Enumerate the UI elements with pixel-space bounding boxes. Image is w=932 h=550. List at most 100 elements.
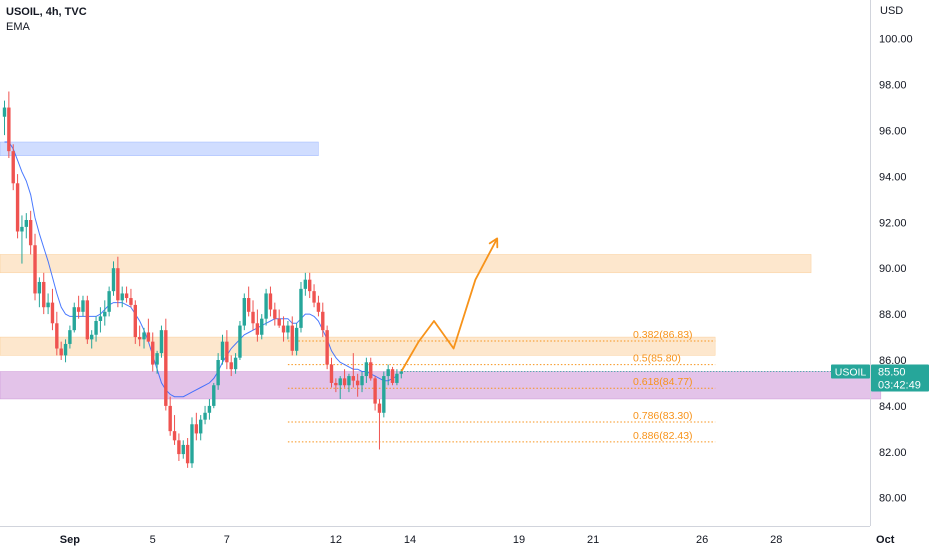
candle-body [342, 378, 347, 386]
candle-body [264, 293, 268, 319]
candle [281, 316, 286, 342]
candle [137, 325, 142, 347]
candle-body [290, 325, 294, 351]
candle-body [11, 151, 15, 184]
candle [146, 318, 151, 342]
fib-label: 0.786(83.30) [633, 410, 693, 422]
candle-body [68, 330, 72, 344]
projection-path [400, 237, 498, 372]
candle-body [225, 341, 229, 363]
candle-body [2, 107, 7, 117]
candle [233, 353, 238, 374]
x-tick-label: 21 [587, 534, 599, 546]
price-tag-value: 85.50 [878, 366, 906, 378]
candle [33, 233, 37, 301]
candle [94, 316, 98, 342]
candle [277, 309, 281, 328]
candle-body [98, 316, 103, 321]
candle-body [299, 288, 303, 328]
candle [251, 300, 255, 331]
candle-body [360, 376, 364, 386]
candle-body [172, 431, 177, 441]
price-tag-bg [871, 364, 929, 392]
candle-body [399, 371, 403, 374]
candle [177, 433, 181, 461]
candle [386, 364, 390, 386]
candle-body [355, 380, 360, 386]
candle [28, 210, 33, 255]
candle [168, 396, 172, 436]
candle [98, 307, 103, 333]
candle-body [159, 330, 164, 354]
y-tick-label: 94.00 [879, 171, 907, 183]
candle-body [155, 353, 159, 365]
candle-body [220, 341, 225, 360]
price-tag-symbol: USOIL [835, 366, 867, 378]
candle-body [76, 307, 81, 312]
candle [20, 215, 24, 264]
candle-body [107, 291, 111, 312]
candle [242, 293, 246, 331]
candle-body [334, 382, 338, 386]
indicator-label: EMA [6, 21, 30, 33]
candle-body [15, 183, 20, 232]
y-tick-label: 100.00 [879, 34, 913, 46]
candle-body [351, 376, 355, 381]
projection-arrowhead [488, 237, 499, 249]
candle-body [133, 304, 137, 338]
candle [290, 316, 294, 356]
candle [325, 325, 329, 370]
candle-body [268, 293, 273, 310]
candle [164, 318, 168, 411]
candle [129, 288, 133, 308]
candle-body [20, 226, 24, 232]
candle-body [24, 220, 28, 227]
candle [312, 284, 316, 308]
x-tick-label: 26 [696, 534, 708, 546]
y-tick-label: 96.00 [879, 126, 907, 138]
candle [155, 350, 159, 374]
candle-body [168, 405, 172, 432]
x-tick-label: 14 [404, 534, 416, 546]
candle [120, 286, 124, 308]
y-tick-label: 80.00 [879, 493, 907, 505]
candle [194, 412, 199, 441]
candle [42, 272, 46, 315]
candle [103, 300, 107, 326]
ema-line [4, 141, 398, 398]
x-tick-label: 5 [150, 534, 156, 546]
candle-body [151, 341, 155, 365]
candle-body [50, 302, 55, 324]
candle [207, 399, 212, 420]
candle [181, 440, 185, 459]
candle-body [216, 360, 220, 386]
candle-body [294, 327, 299, 351]
candle [190, 417, 194, 468]
candle-body [137, 337, 142, 340]
candle-body [286, 325, 290, 333]
candle-body [164, 330, 168, 406]
y-tick-label: 98.00 [879, 80, 907, 92]
candle-body [28, 220, 33, 246]
candle [63, 339, 68, 363]
x-tick-label: 19 [513, 534, 525, 546]
candle-body [325, 330, 329, 365]
candle-body [181, 444, 185, 455]
candle [316, 295, 321, 317]
candle-body [72, 307, 76, 331]
zone-orange-86 [0, 336, 716, 356]
candle [199, 415, 203, 441]
candle [151, 332, 155, 372]
candle [7, 91, 11, 159]
candle [172, 415, 177, 445]
candle-body [229, 362, 233, 370]
candle [11, 144, 15, 191]
zone-orange-90 [0, 254, 812, 274]
candle-body [7, 107, 11, 152]
candle-body [303, 279, 308, 289]
candle [225, 330, 229, 370]
candle-body [55, 323, 59, 349]
x-tick-label: 28 [770, 534, 782, 546]
